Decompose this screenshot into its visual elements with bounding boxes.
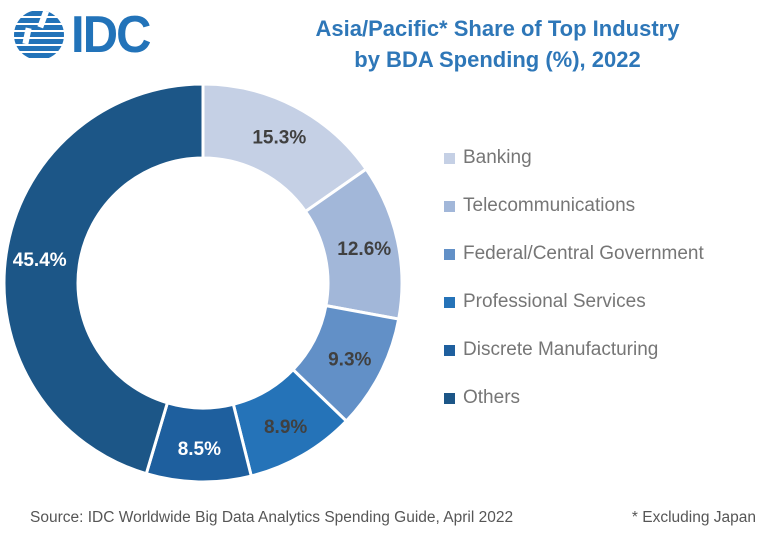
legend-item: Discrete Manufacturing bbox=[444, 326, 704, 374]
legend-label: Banking bbox=[463, 147, 532, 168]
chart-title-line1: Asia/Pacific* Share of Top Industry bbox=[315, 16, 680, 41]
legend-label: Discrete Manufacturing bbox=[463, 339, 659, 360]
slice-label: 9.3% bbox=[328, 349, 371, 370]
slice-label: 8.5% bbox=[178, 439, 221, 460]
slice-label: 8.9% bbox=[264, 417, 307, 438]
chart-legend: Banking Telecommunications Federal/Central… bbox=[444, 134, 704, 422]
legend-item: Telecommunications bbox=[444, 182, 704, 230]
idc-logo: IDC bbox=[12, 8, 155, 62]
legend-label: Professional Services bbox=[463, 291, 646, 312]
legend-label: Telecommunications bbox=[463, 195, 636, 216]
chart-title: Asia/Pacific* Share of Top Industry by B… bbox=[225, 13, 770, 75]
legend-item: Banking bbox=[444, 134, 704, 182]
donut-slice bbox=[2, 82, 205, 476]
legend-item: Others bbox=[444, 374, 704, 422]
legend-item: Professional Services bbox=[444, 278, 704, 326]
legend-label: Others bbox=[463, 387, 521, 408]
legend-marker bbox=[444, 152, 455, 164]
legend-marker bbox=[444, 344, 455, 356]
legend-marker bbox=[444, 296, 455, 308]
source-text: Source: IDC Worldwide Big Data Analytics… bbox=[30, 509, 514, 526]
idc-logo-text: IDC bbox=[71, 6, 151, 64]
slice-label: 45.4% bbox=[13, 250, 67, 271]
legend-marker bbox=[444, 200, 455, 212]
legend-marker bbox=[444, 392, 455, 404]
chart-title-line2: by BDA Spending (%), 2022 bbox=[354, 47, 641, 72]
slice-label: 12.6% bbox=[337, 239, 391, 260]
idc-globe-icon bbox=[14, 10, 64, 58]
footnote-text: * Excluding Japan bbox=[631, 509, 756, 526]
legend-marker bbox=[444, 248, 455, 260]
slice-label: 15.3% bbox=[252, 128, 306, 149]
legend-label: Federal/Central Government bbox=[463, 243, 704, 264]
legend-item: Federal/Central Government bbox=[444, 230, 704, 278]
